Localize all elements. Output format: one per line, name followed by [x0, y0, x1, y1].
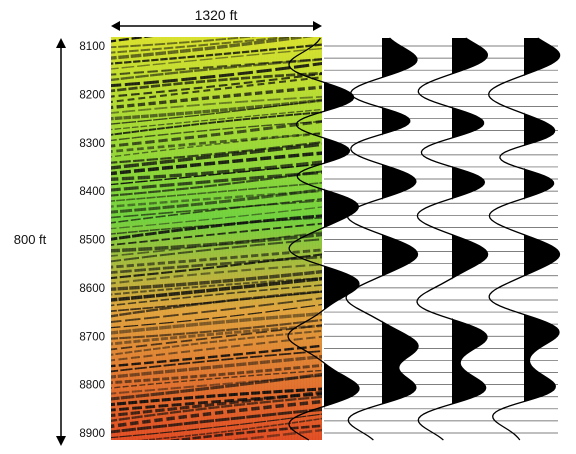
- reflection-event: [111, 248, 322, 269]
- depth-axis: 8100 8200 8300 8400 8500 8600 8700 8800 8900: [79, 41, 105, 440]
- wiggle-trace-line: [416, 37, 489, 441]
- wiggle-trace-panel: [287, 37, 561, 441]
- reflection-event: [111, 43, 322, 65]
- depth-tick-label: 8500: [79, 235, 105, 247]
- reflection-event: [111, 163, 322, 186]
- reflection-event: [111, 37, 296, 54]
- reflection-event: [111, 61, 322, 88]
- depth-tick-label: 8400: [79, 186, 105, 198]
- wiggle-trace-line: [287, 37, 360, 441]
- reflection-event: [111, 355, 322, 379]
- wiggle-trace-fill: [382, 38, 419, 440]
- reflection-event: [111, 111, 322, 136]
- height-dimension: 800 ft: [14, 38, 66, 446]
- depth-tick-label: 8100: [79, 41, 105, 53]
- reflection-event: [111, 170, 322, 197]
- height-arrow-top-head: [56, 38, 66, 48]
- reflection-event: [111, 399, 322, 429]
- seismic-section: [106, 37, 328, 454]
- reflection-event: [106, 441, 328, 454]
- reflection-event: [111, 47, 322, 70]
- reflection-event: [111, 182, 322, 202]
- reflection-event: [225, 428, 322, 440]
- reflection-event: [111, 290, 322, 318]
- reflection-event: [111, 198, 322, 224]
- reflection-event: [111, 72, 322, 98]
- reflection-event: [111, 206, 322, 230]
- reflection-event: [111, 253, 322, 280]
- reflection-event: [111, 263, 322, 285]
- reflection-event: [111, 395, 322, 422]
- reflection-event: [111, 170, 322, 192]
- depth-tick-label: 8300: [79, 138, 105, 150]
- reflection-event: [111, 318, 322, 340]
- wiggle-traces: [287, 37, 561, 441]
- reflection-event: [111, 222, 322, 246]
- depth-tick-label: 8600: [79, 283, 105, 295]
- reflection-event: [111, 408, 322, 434]
- reflection-event: [111, 76, 322, 103]
- reflection-event: [137, 417, 322, 440]
- reflection-event: [111, 284, 322, 307]
- reflection-event: [111, 85, 322, 110]
- trace-grid-lines: [324, 45, 558, 434]
- depth-tick-label: 8200: [79, 89, 105, 101]
- reflection-event: [111, 95, 322, 114]
- height-label: 800 ft: [14, 232, 47, 247]
- reflection-event: [111, 160, 322, 181]
- wiggle-trace-fill: [324, 38, 359, 440]
- reflection-event: [111, 37, 314, 60]
- reflection-event: [166, 424, 322, 440]
- section-reflection-events: [106, 37, 328, 454]
- reflection-event: [111, 108, 322, 131]
- reflection-event: [111, 37, 257, 49]
- reflection-event: [111, 413, 322, 439]
- reflection-event: [111, 58, 322, 82]
- reflection-event: [111, 329, 322, 356]
- reflection-event: [111, 37, 154, 43]
- width-arrow-right-head: [313, 21, 322, 31]
- wiggle-trace-line: [345, 37, 419, 441]
- reflection-event: [111, 141, 322, 164]
- reflection-event: [111, 231, 322, 257]
- reflection-event: [111, 99, 322, 125]
- reflection-event: [111, 142, 322, 170]
- reflection-event: [111, 335, 322, 362]
- reflection-event: [111, 119, 322, 148]
- height-arrow-bottom-head: [56, 436, 66, 446]
- reflection-event: [111, 392, 322, 412]
- depth-tick-label: 8800: [79, 380, 105, 392]
- reflection-event: [111, 276, 322, 302]
- reflection-event: [111, 311, 322, 335]
- reflection-event: [111, 238, 322, 263]
- reflection-event: [111, 199, 322, 219]
- depth-tick-label: 8700: [79, 331, 105, 343]
- reflection-event: [111, 324, 322, 351]
- width-label: 1320 ft: [195, 7, 238, 23]
- reflection-event: [111, 369, 322, 389]
- reflection-event: [111, 390, 322, 418]
- wiggle-trace-fill: [524, 38, 560, 440]
- reflection-event: [111, 132, 322, 158]
- wiggle-trace-fill: [452, 38, 488, 440]
- reflection-event: [111, 303, 322, 329]
- reflection-event: [111, 132, 322, 153]
- width-arrow-left-head: [111, 21, 120, 31]
- width-dimension: 1320 ft: [111, 7, 322, 31]
- depth-tick-label: 8900: [79, 428, 105, 440]
- reflection-event: [111, 372, 322, 401]
- reflection-event: [111, 350, 322, 373]
- reflection-event: [111, 120, 322, 142]
- reflection-event: [111, 387, 322, 407]
- reflection-event: [111, 269, 322, 291]
- reflection-event: [106, 444, 328, 454]
- wiggle-trace-line: [488, 37, 561, 441]
- reflection-event: [111, 324, 322, 346]
- reflection-event: [111, 214, 322, 241]
- reflection-event: [111, 188, 322, 214]
- reflection-event: [111, 297, 322, 323]
